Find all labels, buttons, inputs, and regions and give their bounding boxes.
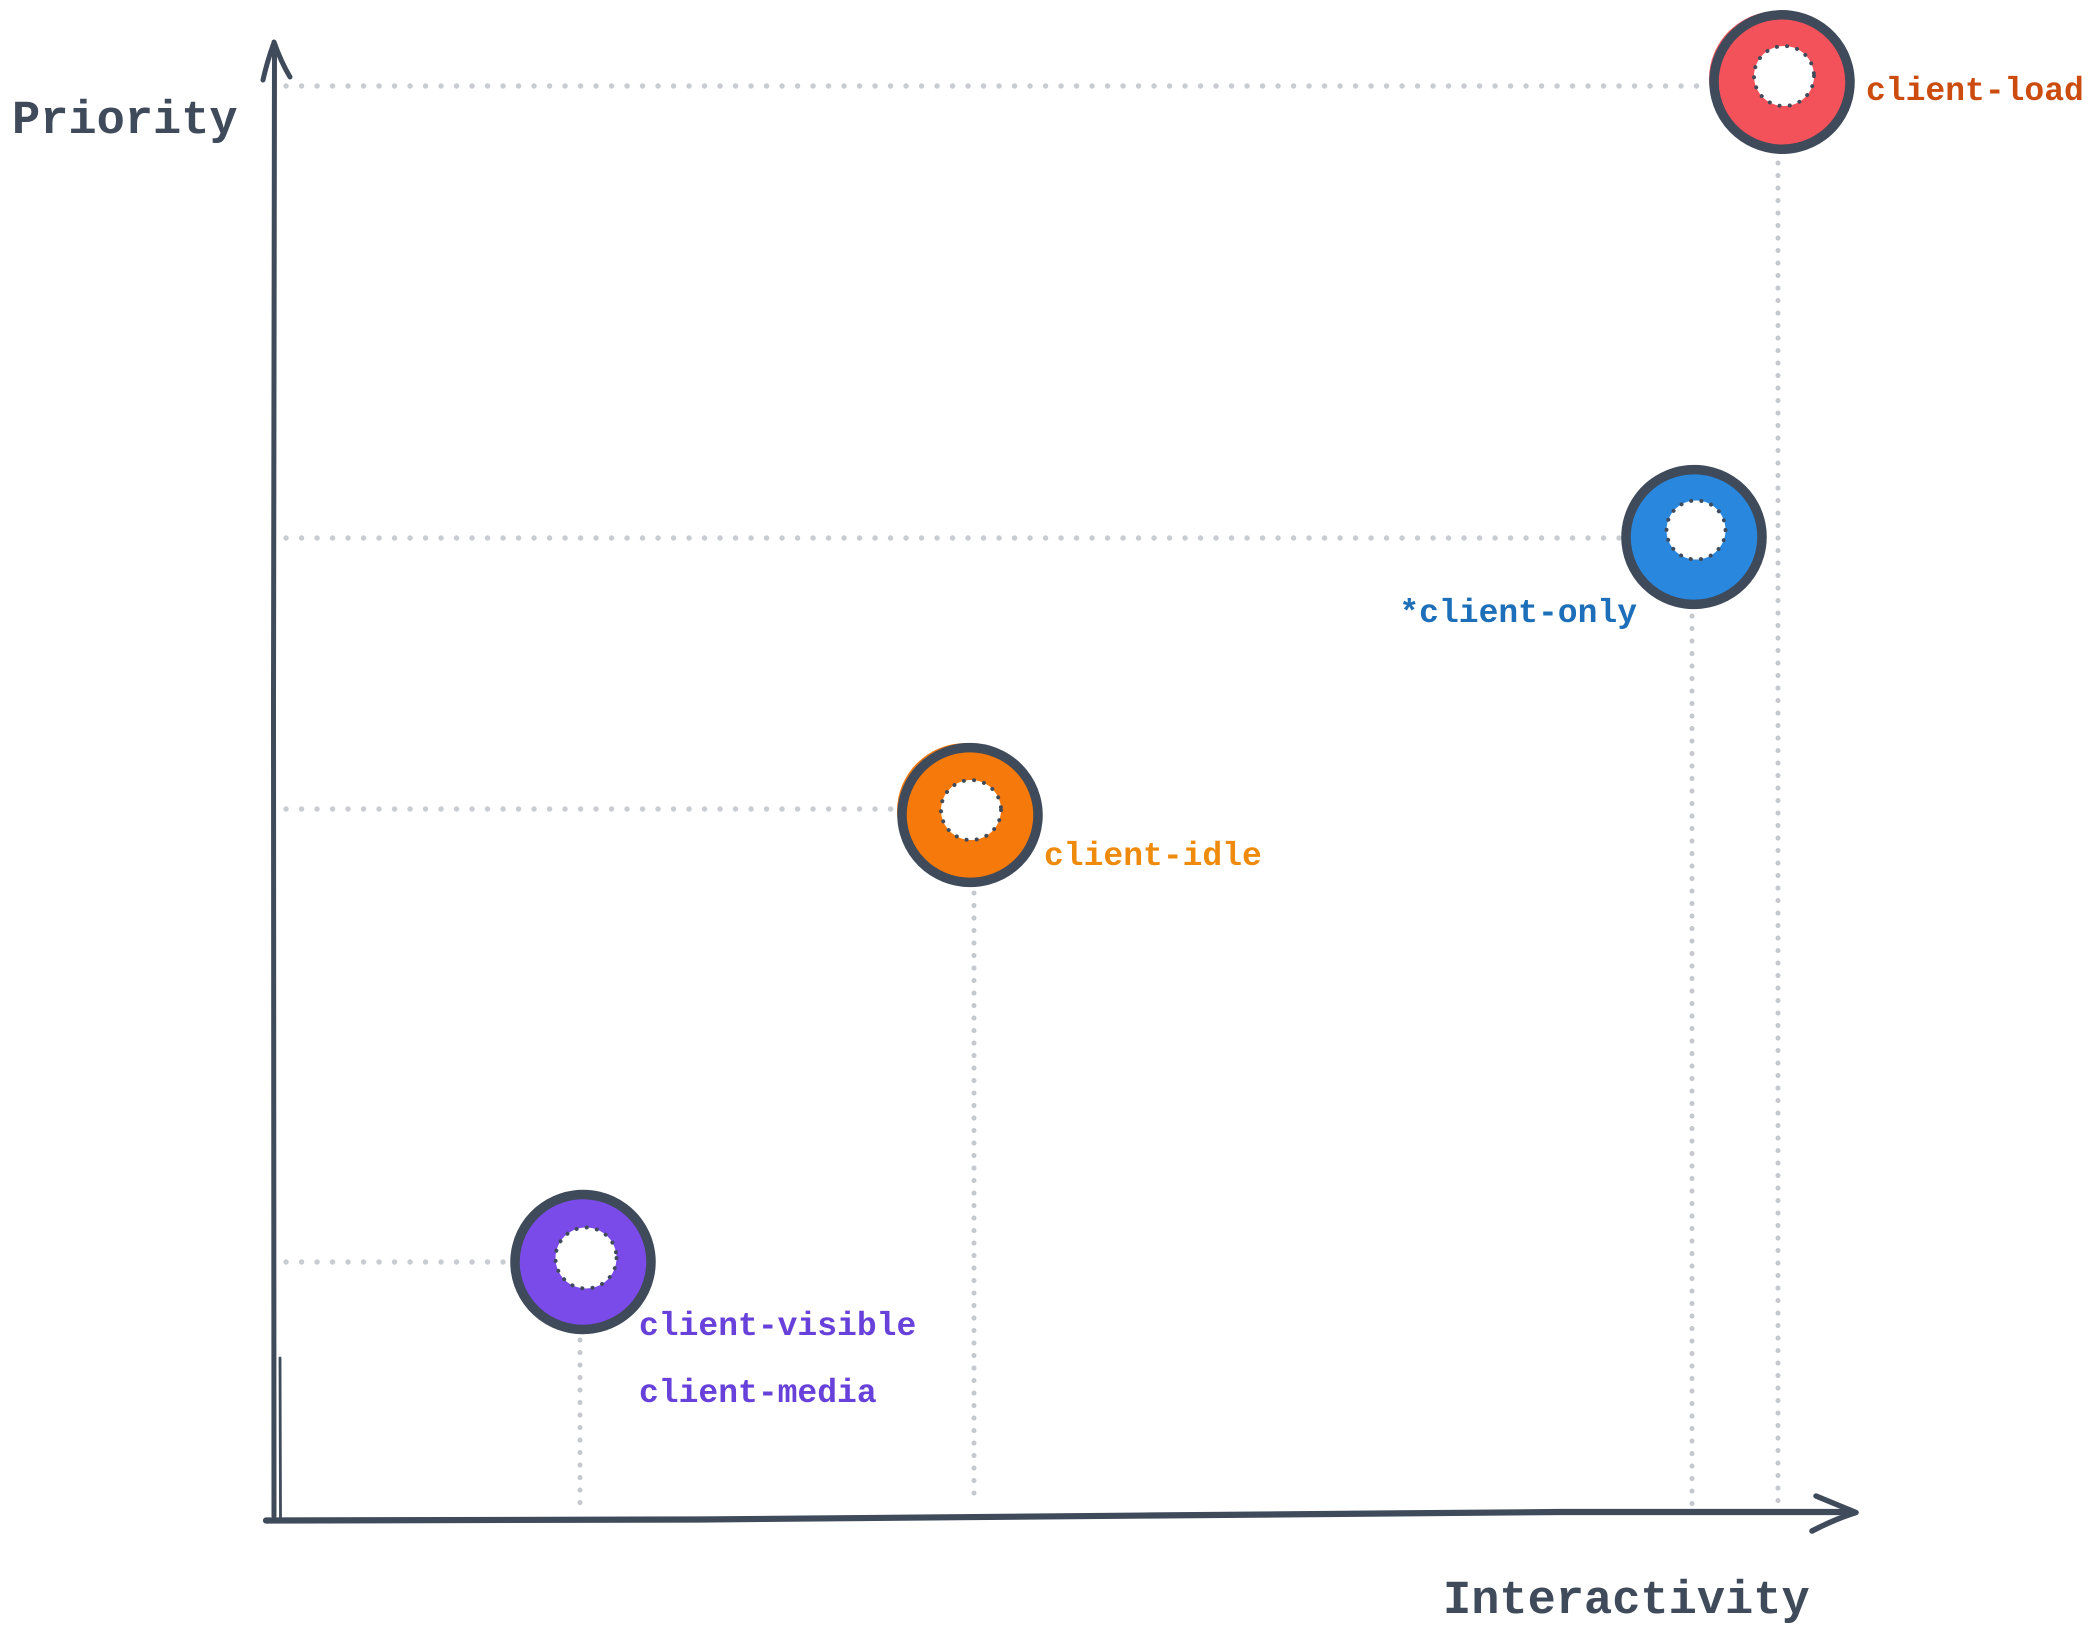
svg-text:*client-only: *client-only xyxy=(1399,595,1637,632)
svg-text:Interactivity: Interactivity xyxy=(1443,1575,1810,1628)
svg-text:client-media: client-media xyxy=(639,1375,877,1412)
svg-text:Priority: Priority xyxy=(12,95,238,148)
svg-text:client-visible: client-visible xyxy=(639,1308,916,1345)
svg-text:client-idle: client-idle xyxy=(1044,838,1262,875)
svg-text:client-load: client-load xyxy=(1866,73,2084,110)
